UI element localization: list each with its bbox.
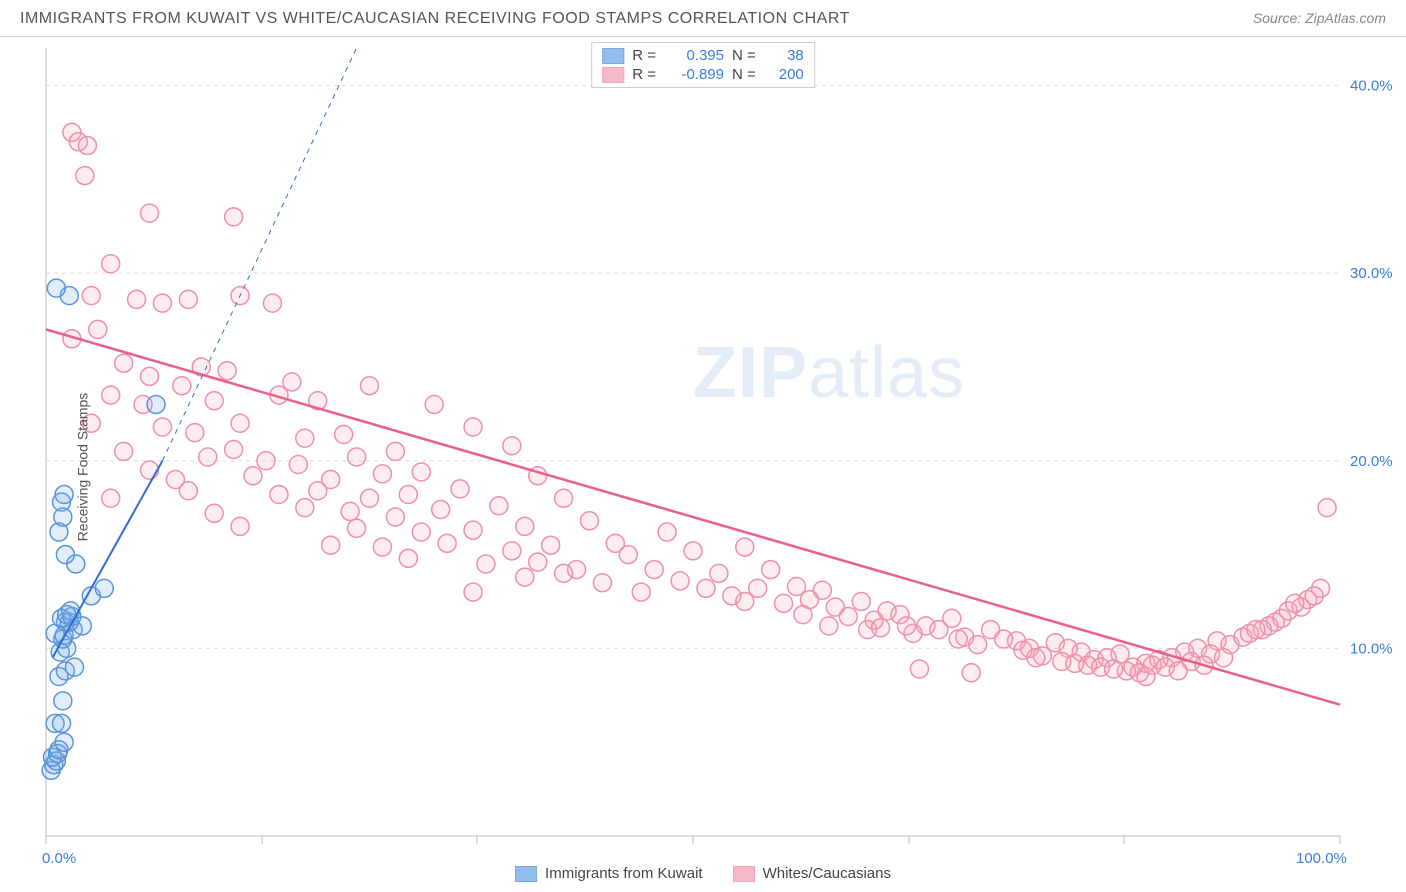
y-axis-label: Receiving Food Stamps — [74, 393, 90, 542]
correlation-legend: R = 0.395 N = 38 R = -0.899 N = 200 — [591, 42, 815, 88]
series-legend: Immigrants from Kuwait Whites/Caucasians — [515, 865, 891, 882]
source-prefix: Source: — [1253, 10, 1305, 26]
legend-item-blue: Immigrants from Kuwait — [515, 865, 703, 882]
chart-header: IMMIGRANTS FROM KUWAIT VS WHITE/CAUCASIA… — [0, 0, 1406, 37]
legend-label-pink: Whites/Caucasians — [763, 865, 891, 882]
svg-text:40.0%: 40.0% — [1350, 78, 1393, 95]
n-label: N = — [732, 66, 756, 83]
legend-row-pink: R = -0.899 N = 200 — [602, 66, 804, 83]
swatch-pink — [602, 67, 624, 83]
x-axis-label-max: 100.0% — [1296, 850, 1347, 867]
n-value-blue: 38 — [764, 47, 804, 64]
legend-item-pink: Whites/Caucasians — [733, 865, 891, 882]
n-value-pink: 200 — [764, 66, 804, 83]
source-name: ZipAtlas.com — [1305, 10, 1386, 26]
r-value-pink: -0.899 — [664, 66, 724, 83]
r-value-blue: 0.395 — [664, 47, 724, 64]
swatch-blue — [515, 866, 537, 882]
x-axis-label-min: 0.0% — [42, 850, 76, 867]
swatch-blue — [602, 48, 624, 64]
chart-title: IMMIGRANTS FROM KUWAIT VS WHITE/CAUCASIA… — [20, 10, 850, 28]
svg-text:20.0%: 20.0% — [1350, 453, 1393, 470]
r-label: R = — [632, 66, 656, 83]
n-label: N = — [732, 47, 756, 64]
scatter-chart: 10.0% 20.0% 30.0% 40.0% — [0, 42, 1406, 892]
legend-row-blue: R = 0.395 N = 38 — [602, 47, 804, 64]
svg-text:10.0%: 10.0% — [1350, 640, 1393, 657]
swatch-pink — [733, 866, 755, 882]
r-label: R = — [632, 47, 656, 64]
svg-text:30.0%: 30.0% — [1350, 265, 1393, 282]
source-credit: Source: ZipAtlas.com — [1253, 10, 1386, 26]
legend-label-blue: Immigrants from Kuwait — [545, 865, 703, 882]
chart-area: Receiving Food Stamps 10.0% 20.0% 30.0% 40.… — [0, 42, 1406, 892]
